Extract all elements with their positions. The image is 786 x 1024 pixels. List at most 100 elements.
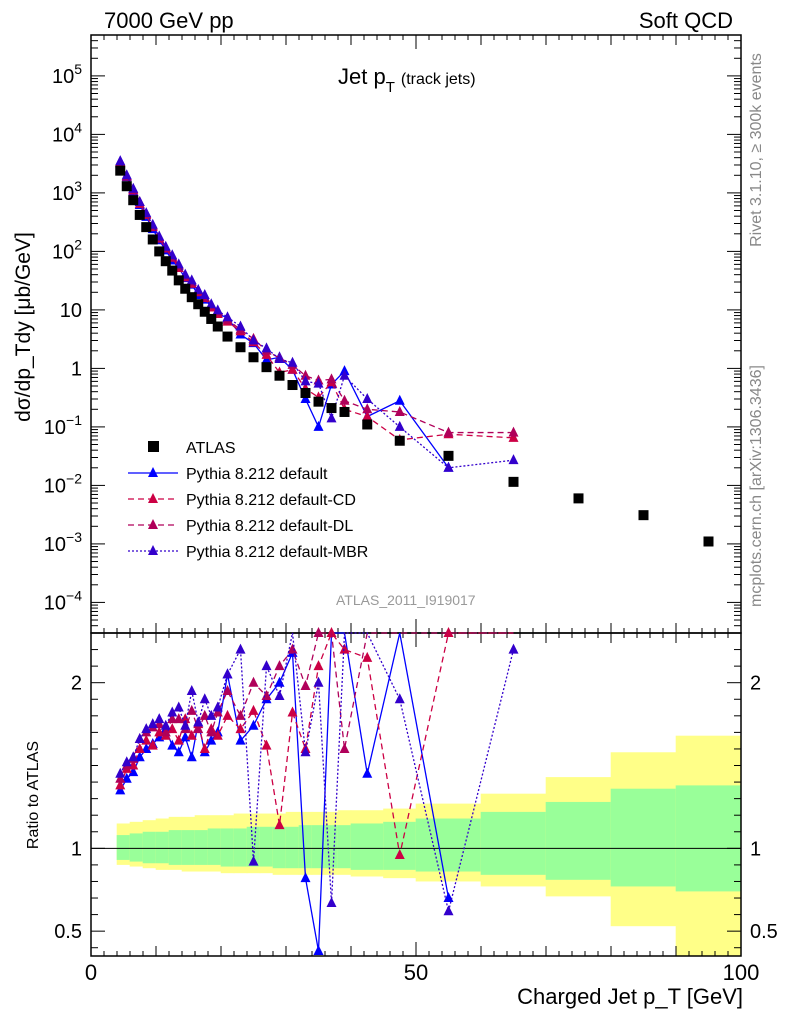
y-axis-label-bottom: Ratio to ATLAS xyxy=(25,741,42,849)
atlas-uncertainty-band xyxy=(116,735,742,956)
data-series xyxy=(115,155,714,956)
atlas-data-point xyxy=(134,209,145,220)
band-inner-segment xyxy=(233,828,248,867)
atlas-data-point xyxy=(173,275,184,286)
series-line-top xyxy=(119,160,514,469)
series-marker-bottom xyxy=(186,704,197,715)
series-marker-bottom xyxy=(199,742,210,753)
x-axis-label: Charged Jet p_T [GeV] xyxy=(517,984,743,1009)
series-marker-bottom xyxy=(160,719,171,730)
band-inner-segment xyxy=(350,823,384,870)
legend-marker xyxy=(148,493,158,503)
series-marker-bottom xyxy=(362,767,373,778)
series-marker-top xyxy=(326,412,337,423)
band-inner-segment xyxy=(259,826,274,867)
series-marker-bottom xyxy=(141,742,152,753)
series-marker-bottom xyxy=(222,709,233,720)
series-marker-bottom xyxy=(287,706,298,717)
series-marker-bottom xyxy=(235,709,246,720)
series-marker-top xyxy=(300,369,311,380)
series-marker-bottom xyxy=(261,739,272,750)
series-marker-bottom xyxy=(167,723,178,734)
series-marker-top xyxy=(394,394,405,405)
band-inner-segment xyxy=(246,826,261,867)
series-marker-bottom xyxy=(339,643,350,654)
series-marker-bottom xyxy=(134,733,145,744)
series-marker-bottom xyxy=(128,759,139,770)
series-marker-top xyxy=(394,405,405,416)
x-tick-label: 50 xyxy=(404,960,428,985)
series-marker-top xyxy=(326,373,337,384)
band-inner-segment xyxy=(129,833,144,862)
axes: 0 50 100 10−4 10−3 10−2 10−1 1 10 102 103 104 105 0.5… xyxy=(44,34,778,985)
y-tick-label-top: 10−1 xyxy=(44,412,82,439)
series-marker-bottom xyxy=(121,756,132,767)
x-tick-label: 100 xyxy=(723,960,760,985)
band-inner-segment xyxy=(272,826,287,869)
series-marker-top xyxy=(362,410,373,421)
legend-marker-atlas xyxy=(148,441,159,452)
x-tick-label: 0 xyxy=(85,960,97,985)
series-marker-top xyxy=(300,392,311,403)
y-tick-label-top: 105 xyxy=(52,61,82,88)
atlas-data-point xyxy=(222,331,233,342)
atlas-data-point xyxy=(206,313,217,324)
band-inner-segment xyxy=(142,831,157,864)
series-marker-bottom xyxy=(186,684,197,695)
series-marker-bottom xyxy=(274,819,285,830)
y-tick-label-bottom-right: 0.5 xyxy=(750,921,778,943)
series-marker-top xyxy=(300,375,311,386)
series-marker-bottom xyxy=(300,680,311,691)
series-marker-bottom xyxy=(326,627,337,637)
series-marker-bottom xyxy=(274,660,285,671)
series-marker-bottom xyxy=(300,872,311,883)
band-inner-segment xyxy=(610,788,677,887)
atlas-data-point xyxy=(339,406,350,417)
band-inner-segment xyxy=(480,811,547,875)
series-marker-bottom xyxy=(173,713,184,724)
legend: ATLAS Pythia 8.212 default Pythia 8.212 de… xyxy=(128,440,368,561)
series-marker-bottom xyxy=(206,734,217,745)
series-marker-bottom xyxy=(199,693,210,704)
legend-marker xyxy=(148,545,158,555)
series-marker-bottom xyxy=(443,905,454,916)
legend-label: Pythia 8.212 default xyxy=(186,466,328,483)
atlas-data-point xyxy=(573,493,584,504)
band-inner-segment xyxy=(220,828,235,867)
atlas-data-point xyxy=(199,306,210,317)
series-marker-top xyxy=(222,311,233,322)
series-marker-bottom xyxy=(261,660,272,671)
y-tick-label-top: 103 xyxy=(52,178,82,205)
atlas-data-point xyxy=(128,195,139,206)
atlas-data-point xyxy=(362,419,373,430)
atlas-data-point xyxy=(313,396,324,407)
series-marker-bottom xyxy=(193,723,204,734)
band-inner-segment xyxy=(545,801,612,880)
series-marker-bottom xyxy=(248,704,259,715)
series-line-top xyxy=(119,161,514,434)
mcplots-label: mcplots.cern.ch [arXiv:1306.3436] xyxy=(748,365,765,607)
series-marker-top xyxy=(313,420,324,431)
atlas-data-point xyxy=(274,370,285,381)
atlas-data-point xyxy=(167,265,178,276)
series-marker-bottom xyxy=(235,643,246,654)
series-marker-bottom xyxy=(313,660,324,671)
series-marker-bottom xyxy=(274,676,285,687)
atlas-data-point xyxy=(287,380,298,391)
legend-marker xyxy=(148,467,158,477)
atlas-data-point xyxy=(147,234,158,245)
series-marker-bottom xyxy=(167,739,178,750)
series-marker-bottom xyxy=(128,751,139,762)
y-tick-label-bottom: 1 xyxy=(71,838,82,860)
series-line-bottom xyxy=(119,632,450,952)
legend-label: Pythia 8.212 default-MBR xyxy=(186,544,368,561)
band-inner-segment xyxy=(116,835,131,860)
atlas-data-point xyxy=(638,510,649,521)
series-marker-top xyxy=(186,274,197,285)
series-marker-bottom xyxy=(274,689,285,700)
series-marker-top xyxy=(508,454,519,465)
atlas-data-point xyxy=(394,435,405,446)
series-marker-bottom xyxy=(206,726,217,737)
series-marker-bottom xyxy=(193,716,204,727)
series-marker-top xyxy=(443,426,454,437)
